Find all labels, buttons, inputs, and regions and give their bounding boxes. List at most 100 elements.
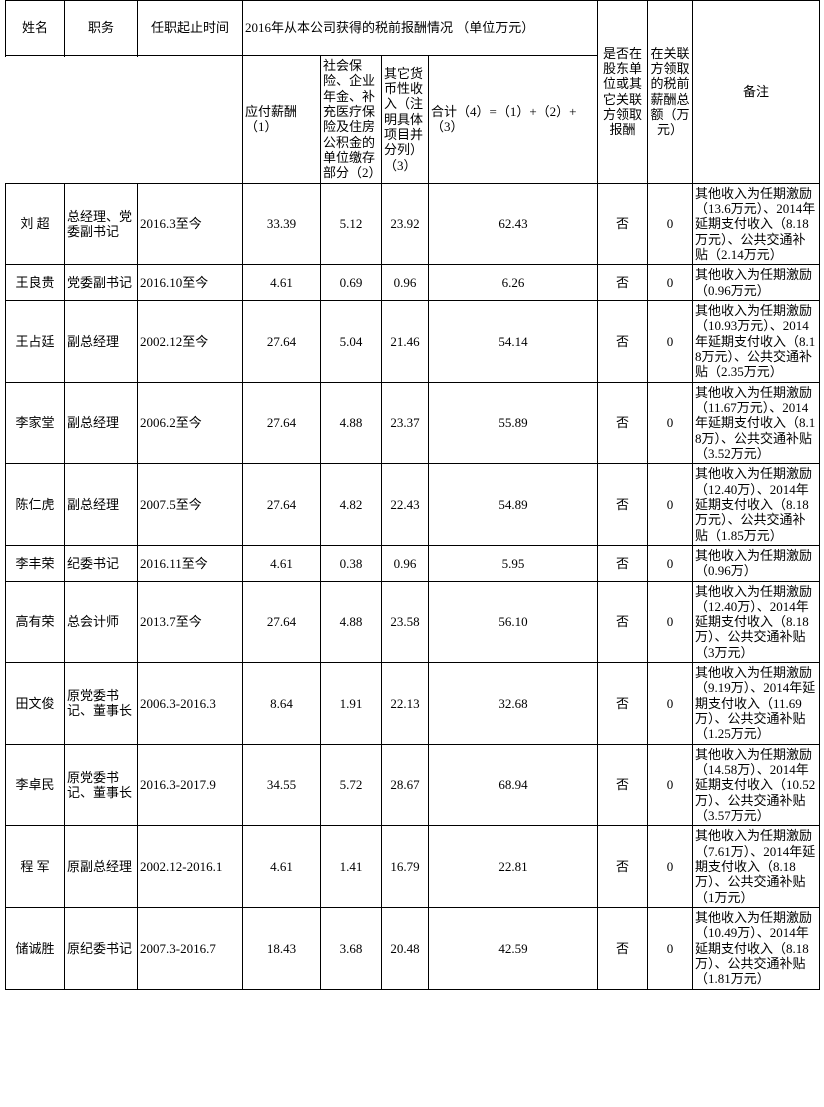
cell-insurance: 0.38 [320,544,382,582]
column-header-compensation-group: 2016年从本公司获得的税前报酬情况 （单位万元） [241,0,599,56]
cell-term: 2016.3-2017.9 [137,743,243,827]
cell-remark: 其他收入为任期激励（0.96万元） [692,264,821,301]
cell-remark: 其他收入为任期激励（0.96万） [692,544,821,582]
cell-is-related-party: 否 [597,907,649,990]
cell-position: 原纪委书记 [64,907,138,990]
cell-name: 陈仁虎 [5,463,65,546]
cell-term: 2016.10至今 [137,264,243,301]
cell-other-monetary: 28.67 [381,743,429,827]
column-header-remark: 备注 [692,0,821,184]
cell-other-monetary: 20.48 [381,907,429,990]
cell-term: 2006.2至今 [137,381,243,465]
cell-term: 2013.7至今 [137,580,243,664]
cell-position: 副总经理 [64,463,138,546]
cell-remark: 其他收入为任期激励（10.49万）、2014年延期支付收入（8.18万）、公共交… [692,907,821,990]
table-header: 姓名 职务 任职起止时间 2016年从本公司获得的税前报酬情况 （单位万元） 是… [5,0,821,184]
cell-total: 56.10 [427,580,599,664]
cell-insurance: 1.91 [320,662,382,745]
cell-related-party-amount: 0 [647,182,694,266]
column-header-other-monetary: 其它货币性收入（注明具体项目并分列）（3） [381,55,429,184]
table-row: 王良贵 党委副书记 2016.10至今 4.61 0.69 0.96 6.26 否 0 其他收入为… [5,264,821,301]
cell-payable: 4.61 [242,544,321,582]
cell-term: 2007.5至今 [137,463,243,546]
cell-is-related-party: 否 [597,544,649,582]
cell-position: 副总经理 [64,299,138,383]
cell-payable: 27.64 [242,381,321,465]
cell-total: 55.89 [427,381,599,465]
cell-remark: 其他收入为任期激励（14.58万）、2014年延期支付收入（10.52万）、公共… [692,743,821,827]
table-row: 田文俊 原党委书记、董事长 2006.3-2016.3 8.64 1.91 22.13 32… [5,662,821,745]
cell-related-party-amount: 0 [647,381,694,465]
cell-payable: 27.64 [242,580,321,664]
cell-is-related-party: 否 [597,662,649,745]
table-row: 李家堂 副总经理 2006.2至今 27.64 4.88 23.37 55.89 否 0 其他收入… [5,381,821,465]
cell-related-party-amount: 0 [647,580,694,664]
cell-insurance: 4.82 [320,463,382,546]
cell-is-related-party: 否 [597,381,649,465]
cell-related-party-amount: 0 [647,264,694,301]
column-header-related-party-amount: 在关联方领取的税前薪酬总额（万元） [647,0,694,184]
cell-position: 副总经理 [64,381,138,465]
cell-name: 李丰荣 [5,544,65,582]
cell-insurance: 5.12 [320,182,382,266]
cell-is-related-party: 否 [597,825,649,909]
cell-payable: 4.61 [242,825,321,909]
cell-payable: 18.43 [242,907,321,990]
cell-is-related-party: 否 [597,264,649,301]
cell-payable: 4.61 [242,264,321,301]
cell-related-party-amount: 0 [647,299,694,383]
cell-total: 54.14 [427,299,599,383]
cell-other-monetary: 22.43 [381,463,429,546]
cell-total: 22.81 [427,825,599,909]
cell-remark: 其他收入为任期激励（7.61万）、2014年延期支付收入（8.18万）、公共交通… [692,825,821,909]
cell-position: 总会计师 [64,580,138,664]
table-row: 陈仁虎 副总经理 2007.5至今 27.64 4.82 22.43 54.89 否 0 其他收入… [5,463,821,546]
table-row: 刘 超总经理、党委副书记 2016.3至今 33.39 5.12 23.92 62.43 否… [5,182,821,266]
cell-remark: 其他收入为任期激励（13.6万元）、2014年延期支付收入（8.18万元）、公共… [692,182,821,266]
column-header-total: 合计（4）=（1）+（2）+（3） [427,55,599,184]
cell-term: 2016.11至今 [137,544,243,582]
cell-other-monetary: 23.58 [381,580,429,664]
cell-payable: 34.55 [242,743,321,827]
column-header-is-related-party: 是否在股东单位或其它关联方领取报酬 [597,0,649,184]
table-row: 王占廷 副总经理 2002.12至今 27.64 5.04 21.46 54.14 否 0 其他收… [5,299,821,383]
cell-insurance: 4.88 [320,381,382,465]
cell-other-monetary: 23.37 [381,381,429,465]
column-header-term: 任职起止时间 [137,0,243,56]
cell-other-monetary: 16.79 [381,825,429,909]
cell-insurance: 5.72 [320,743,382,827]
cell-is-related-party: 否 [597,299,649,383]
cell-term: 2002.12-2016.1 [137,825,243,909]
column-header-payable: 应付薪酬（1） [242,55,321,184]
cell-term: 2006.3-2016.3 [137,662,243,745]
cell-remark: 其他收入为任期激励（10.93万元）、2014年延期支付收入（8.18万元）、公… [692,299,821,383]
cell-remark: 其他收入为任期激励（12.40万）、2014年延期支付收入（8.18万元）、公共… [692,463,821,546]
cell-position: 原党委书记、董事长 [64,662,138,745]
cell-total: 32.68 [427,662,599,745]
cell-total: 42.59 [427,907,599,990]
cell-insurance: 1.41 [320,825,382,909]
table-row: 储诚胜 原纪委书记 2007.3-2016.7 18.43 3.68 20.48 42.59… [5,907,821,990]
cell-is-related-party: 否 [597,463,649,546]
cell-term: 2016.3至今 [137,182,243,266]
cell-is-related-party: 否 [597,743,649,827]
cell-name: 田文俊 [5,662,65,745]
cell-position: 总经理、党委副书记 [64,182,138,266]
cell-payable: 27.64 [242,463,321,546]
cell-related-party-amount: 0 [647,907,694,990]
column-header-name: 姓名 [5,0,65,56]
cell-name: 王占廷 [5,299,65,383]
cell-other-monetary: 21.46 [381,299,429,383]
column-header-insurance: 社会保险、企业年金、补充医疗保险及住房公积金的单位缴存部分（2） [320,55,382,184]
cell-insurance: 4.88 [320,580,382,664]
executive-compensation-table: 姓名 职务 任职起止时间 2016年从本公司获得的税前报酬情况 （单位万元） 是… [5,0,821,990]
cell-payable: 8.64 [242,662,321,745]
cell-insurance: 3.68 [320,907,382,990]
cell-position: 原副总经理 [64,825,138,909]
cell-remark: 其他收入为任期激励（9.19万）、2014年延期支付收入（11.69万）、公共交… [692,662,821,745]
cell-name: 李卓民 [5,743,65,827]
column-header-position: 职务 [64,0,138,56]
cell-related-party-amount: 0 [647,743,694,827]
cell-other-monetary: 0.96 [381,264,429,301]
